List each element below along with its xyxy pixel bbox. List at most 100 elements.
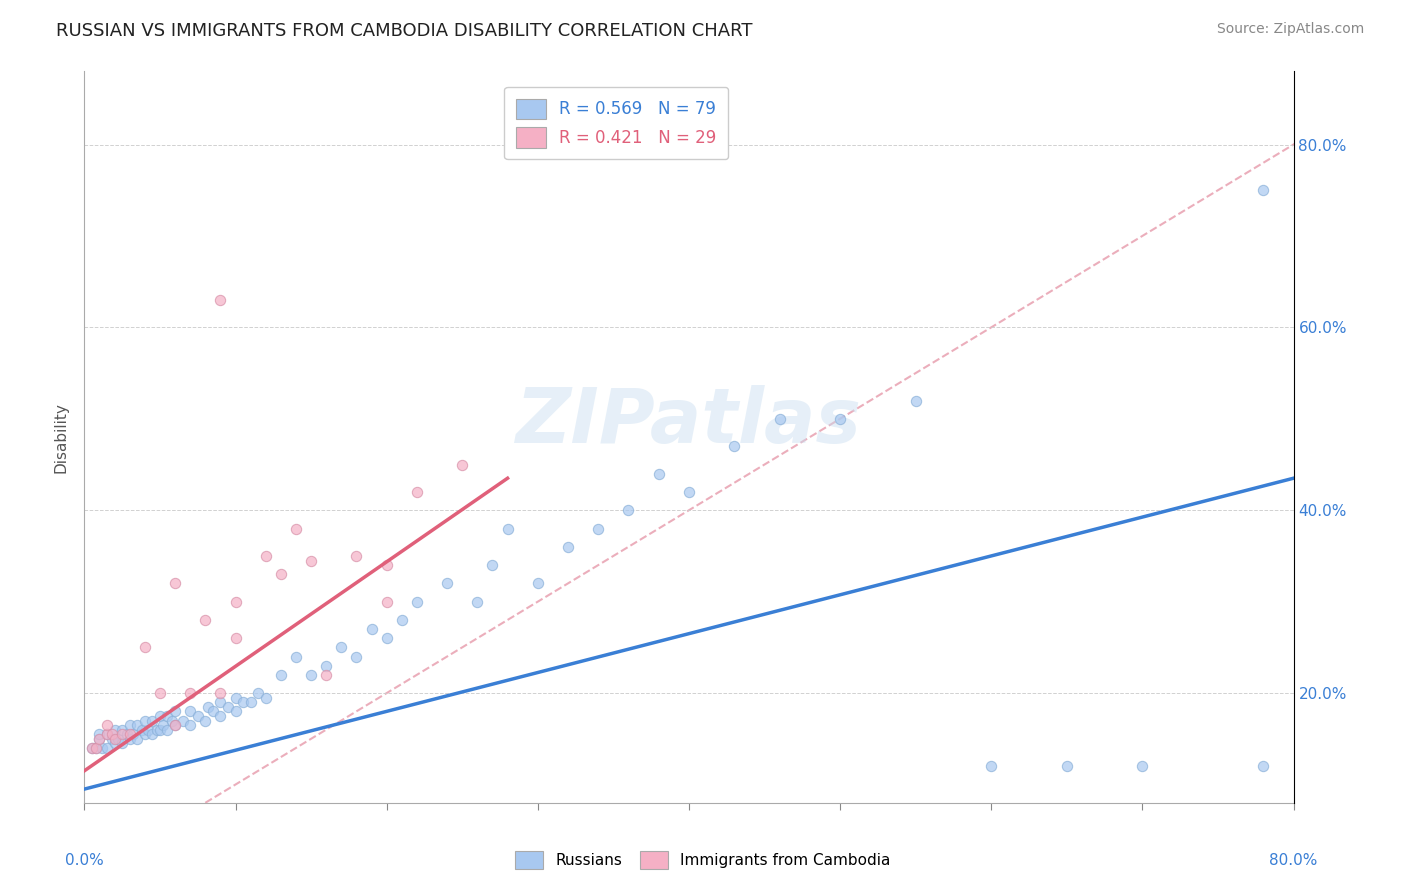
Point (270, 567, 292, 582)
Point (285, 649, 308, 664)
Point (1253, 759, 1275, 773)
Point (86, 740, 108, 755)
Point (100, 727, 122, 741)
Point (165, 705, 187, 719)
Point (239, 695, 262, 709)
Point (406, 485, 429, 500)
Point (209, 709, 232, 723)
Point (330, 640, 353, 655)
Point (194, 714, 217, 728)
Point (134, 714, 156, 728)
Point (152, 718, 174, 732)
Point (481, 558, 503, 573)
Point (149, 723, 172, 737)
Point (648, 467, 671, 481)
Point (89, 731, 111, 746)
Point (617, 503, 640, 517)
Point (254, 549, 277, 563)
Point (131, 723, 153, 737)
Point (247, 686, 270, 700)
Point (141, 727, 163, 741)
Point (104, 731, 127, 746)
Point (107, 731, 129, 746)
Point (270, 667, 292, 681)
Point (172, 714, 194, 728)
Point (391, 613, 413, 627)
Point (96, 727, 118, 741)
Point (146, 723, 169, 737)
Legend: R = 0.569   N = 79, R = 0.421   N = 29: R = 0.569 N = 79, R = 0.421 N = 29 (505, 87, 728, 160)
Point (100, 731, 122, 746)
Point (179, 686, 201, 700)
Point (80, 740, 103, 755)
Point (360, 622, 382, 636)
Point (187, 709, 209, 723)
Point (89, 727, 111, 741)
Point (160, 714, 183, 728)
Point (134, 727, 156, 741)
Point (904, 393, 927, 408)
Point (225, 705, 247, 719)
Point (830, 412, 852, 426)
Point (141, 714, 163, 728)
Point (111, 736, 134, 750)
Point (209, 695, 232, 709)
Point (118, 718, 141, 732)
Point (111, 727, 134, 741)
Point (557, 540, 579, 554)
Point (165, 718, 187, 732)
Point (299, 667, 322, 681)
Point (315, 658, 337, 673)
Point (1056, 759, 1078, 773)
Text: 80.0%: 80.0% (1270, 853, 1317, 868)
Point (723, 439, 745, 453)
Point (451, 458, 474, 472)
Y-axis label: Disability: Disability (53, 401, 69, 473)
Point (588, 521, 610, 535)
Point (406, 594, 429, 608)
Point (201, 705, 224, 719)
Point (527, 576, 550, 591)
Point (496, 521, 519, 535)
Point (104, 736, 127, 750)
Point (375, 558, 398, 573)
Point (346, 549, 368, 563)
Point (165, 576, 187, 591)
Point (165, 718, 187, 732)
Point (209, 293, 232, 307)
Point (678, 485, 700, 500)
Point (232, 695, 254, 709)
Text: RUSSIAN VS IMMIGRANTS FROM CAMBODIA DISABILITY CORRELATION CHART: RUSSIAN VS IMMIGRANTS FROM CAMBODIA DISA… (56, 22, 752, 40)
Point (375, 632, 398, 646)
Point (1253, 183, 1275, 197)
Point (127, 718, 149, 732)
Point (436, 576, 458, 591)
Point (96, 740, 118, 755)
Point (156, 709, 179, 723)
Point (104, 723, 127, 737)
Point (149, 709, 172, 723)
Point (769, 412, 792, 426)
Legend: Russians, Immigrants from Cambodia: Russians, Immigrants from Cambodia (509, 845, 897, 875)
Point (467, 594, 489, 608)
Point (179, 705, 201, 719)
Point (115, 727, 138, 741)
Point (121, 727, 143, 741)
Point (111, 723, 134, 737)
Point (225, 594, 247, 608)
Point (179, 718, 201, 732)
Point (96, 718, 118, 732)
Point (96, 727, 118, 741)
Point (299, 553, 322, 567)
Point (225, 690, 247, 705)
Text: Source: ZipAtlas.com: Source: ZipAtlas.com (1216, 22, 1364, 37)
Point (118, 731, 141, 746)
Point (86, 740, 108, 755)
Point (315, 667, 337, 681)
Point (89, 731, 111, 746)
Point (217, 699, 239, 714)
Point (134, 640, 156, 655)
Point (375, 594, 398, 608)
Point (980, 759, 1002, 773)
Text: 0.0%: 0.0% (65, 853, 104, 868)
